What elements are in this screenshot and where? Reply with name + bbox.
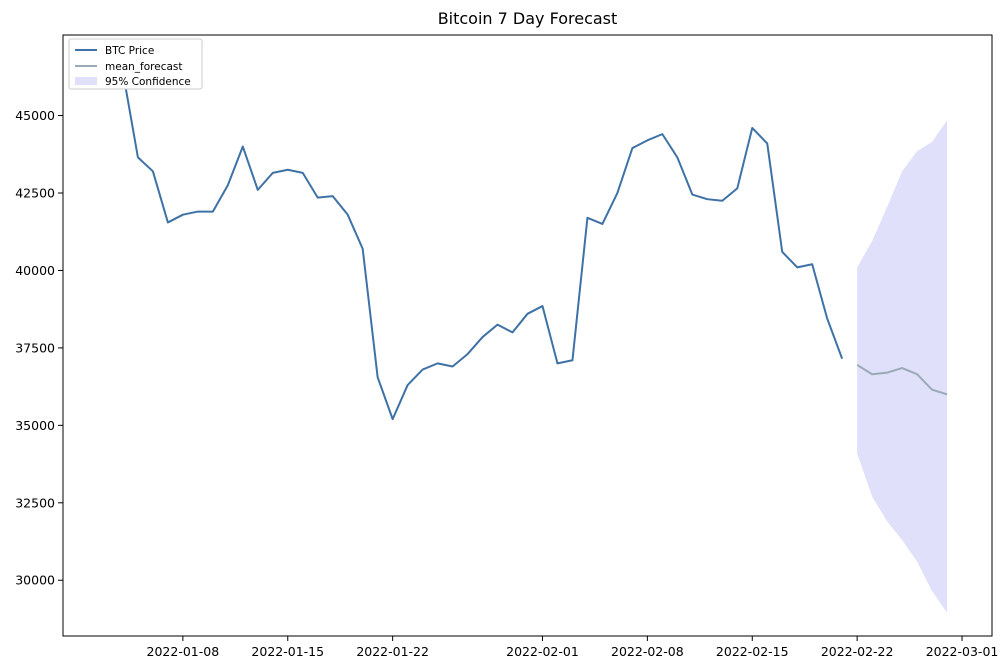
plot-area: [121, 72, 948, 613]
x-tick-label: 2022-01-22: [356, 644, 429, 659]
y-tick-label: 35000: [15, 418, 55, 433]
legend-frame: [68, 38, 203, 90]
legend-label-mean-forecast: mean_forecast: [105, 61, 183, 73]
x-tick-label: 2022-02-01: [506, 644, 579, 659]
x-tick-label: 2022-02-22: [821, 644, 894, 659]
axes: 2022-01-08 2022-01-15 2022-01-22 2022-02-01…: [15, 34, 999, 659]
legend-label-confidence: 95% Confidence: [105, 76, 191, 88]
x-tick-label: 2022-02-15: [716, 644, 789, 659]
chart-title: Bitcoin 7 Day Forecast: [438, 9, 618, 28]
x-tick-label: 2022-03-01: [926, 644, 999, 659]
y-tick-label: 40000: [15, 263, 55, 278]
y-tick-label: 42500: [15, 185, 55, 200]
legend: BTC Price mean_forecast 95% Confidence: [68, 38, 203, 90]
y-tick-label: 32500: [15, 495, 55, 510]
x-tick-label: 2022-02-08: [611, 644, 684, 659]
legend-label-btc-price: BTC Price: [105, 45, 154, 57]
confidence-band: [857, 120, 948, 613]
y-tick-label: 37500: [15, 340, 55, 355]
y-tick-label: 30000: [15, 573, 55, 588]
legend-swatch-confidence: [75, 77, 97, 85]
mean-forecast-line: [856, 364, 948, 396]
x-tick-label: 2022-01-15: [251, 644, 324, 659]
axes-frame: [62, 34, 993, 637]
btc-price-line: [121, 72, 844, 421]
x-tick-label: 2022-01-08: [147, 644, 220, 659]
y-tick-label: 45000: [15, 108, 55, 123]
